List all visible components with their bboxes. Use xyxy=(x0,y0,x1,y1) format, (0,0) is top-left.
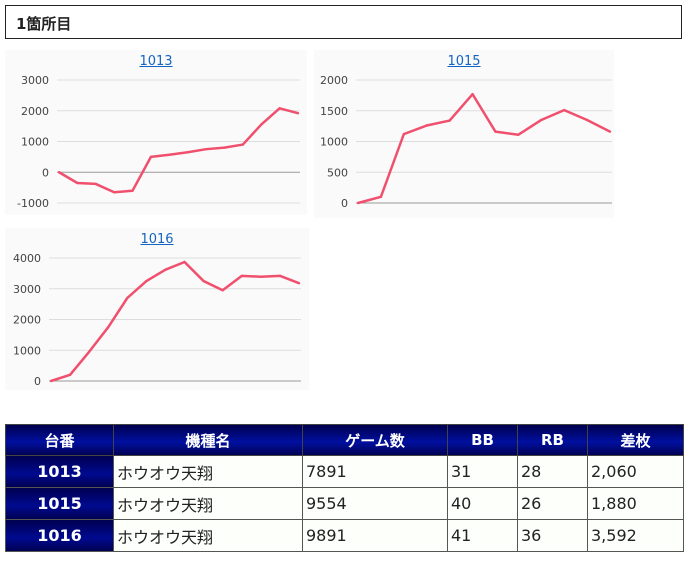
chart-title-link[interactable]: 1016 xyxy=(140,232,174,247)
data-point xyxy=(517,133,520,136)
chart-1015: 1015 2000 1500 1000 500 0 xyxy=(314,50,614,218)
rb-cell: 36 xyxy=(517,519,588,552)
chart-1013: 1013 3000 2000 1000 0 -1000 xyxy=(5,50,307,215)
data-point xyxy=(278,274,282,278)
column-header: RB xyxy=(517,424,588,456)
section-title: 1箇所目 xyxy=(16,15,72,33)
chart-title-link[interactable]: 1015 xyxy=(447,54,481,69)
game-count-cell: 9891 xyxy=(302,519,448,552)
machine-model-cell: ホウオウ天翔 xyxy=(113,487,303,520)
data-point xyxy=(260,123,263,126)
y-tick-label: 2000 xyxy=(21,105,49,118)
y-tick-label: 1000 xyxy=(21,136,49,149)
table-row: 1015 ホウオウ天翔 9554 40 26 1,880 xyxy=(5,487,684,520)
data-point xyxy=(259,275,263,278)
data-point xyxy=(608,130,612,133)
data-point xyxy=(126,296,129,300)
data-point xyxy=(202,279,205,283)
data-point xyxy=(241,143,245,146)
data-point xyxy=(379,195,383,199)
section-header: 1箇所目 xyxy=(5,5,682,39)
table-row: 1013 ホウオウ天翔 7891 31 28 2,060 xyxy=(5,455,684,488)
rb-cell: 28 xyxy=(517,455,588,488)
data-point xyxy=(297,282,301,285)
y-tick-label: 0 xyxy=(34,375,41,388)
y-tick-label: 1000 xyxy=(13,344,41,357)
column-header: ゲーム数 xyxy=(302,424,448,456)
data-point xyxy=(448,119,451,122)
bb-cell: 40 xyxy=(447,487,518,520)
data-point xyxy=(471,92,474,96)
data-point xyxy=(278,107,281,110)
machine-number-cell: 1013 xyxy=(5,455,114,488)
table-header-row: 台番 機種名 ゲーム数 BB RB 差枚 xyxy=(5,424,684,456)
y-tick-label: 1000 xyxy=(320,136,348,149)
y-tick-label: 3000 xyxy=(21,74,49,87)
chart-1016: 1016 4000 3000 2000 1000 0 xyxy=(5,228,309,390)
data-point xyxy=(68,373,72,377)
chart-title-link[interactable]: 1013 xyxy=(139,54,173,69)
chart-svg: 3000 2000 1000 0 -1000 xyxy=(17,74,300,210)
data-point xyxy=(186,151,189,154)
y-tick-label: 1500 xyxy=(320,105,348,118)
data-point xyxy=(145,279,148,283)
machine-model-cell: ホウオウ天翔 xyxy=(113,519,303,552)
data-point xyxy=(562,108,566,112)
bb-cell: 41 xyxy=(447,519,518,552)
series-line xyxy=(50,260,300,383)
data-point xyxy=(76,181,79,185)
data-point xyxy=(402,132,406,136)
game-count-cell: 9554 xyxy=(302,487,448,520)
data-point xyxy=(164,268,167,271)
data-point xyxy=(49,379,53,383)
y-tick-label: 0 xyxy=(42,166,49,179)
data-point xyxy=(94,182,97,186)
y-tick-label: 0 xyxy=(341,197,348,210)
data-point xyxy=(494,130,497,133)
machine-data-table: 台番 機種名 ゲーム数 BB RB 差枚 1013 ホウオウ天翔 7891 31… xyxy=(5,424,684,552)
difference-cell: 1,880 xyxy=(587,487,684,520)
y-tick-label: -1000 xyxy=(17,197,49,210)
data-point xyxy=(183,260,186,264)
series-line xyxy=(58,107,299,194)
y-tick-label: 500 xyxy=(327,166,348,179)
data-point xyxy=(240,274,243,278)
data-point xyxy=(87,350,91,353)
series-line xyxy=(357,92,611,205)
data-point xyxy=(57,171,61,174)
data-point xyxy=(356,201,360,205)
data-point xyxy=(204,147,208,151)
data-point xyxy=(107,325,110,329)
data-point xyxy=(112,191,116,194)
y-tick-label: 2000 xyxy=(13,314,41,327)
column-header: 機種名 xyxy=(113,424,303,456)
chart-svg: 2000 1500 1000 500 0 xyxy=(320,74,612,210)
data-point xyxy=(221,289,224,292)
difference-cell: 2,060 xyxy=(587,455,684,488)
data-point xyxy=(425,124,428,127)
data-point xyxy=(131,189,134,192)
y-tick-label: 2000 xyxy=(320,74,348,87)
data-point xyxy=(223,146,226,149)
y-tick-label: 4000 xyxy=(13,252,41,265)
table-row: 1016 ホウオウ天翔 9891 41 36 3,592 xyxy=(5,519,684,552)
data-point xyxy=(296,112,300,115)
game-count-cell: 7891 xyxy=(302,455,448,488)
data-point xyxy=(540,118,543,122)
bb-cell: 31 xyxy=(447,455,518,488)
difference-cell: 3,592 xyxy=(587,519,684,552)
column-header: 台番 xyxy=(5,424,114,456)
column-header: 差枚 xyxy=(587,424,684,456)
machine-number-cell: 1016 xyxy=(5,519,114,552)
machine-model-cell: ホウオウ天翔 xyxy=(113,455,303,488)
y-tick-label: 3000 xyxy=(13,283,41,296)
data-point xyxy=(149,155,153,159)
chart-svg: 4000 3000 2000 1000 0 xyxy=(13,252,301,388)
machine-number-cell: 1015 xyxy=(5,487,114,520)
data-point xyxy=(585,118,589,122)
data-point xyxy=(168,153,171,156)
column-header: BB xyxy=(447,424,518,456)
rb-cell: 26 xyxy=(517,487,588,520)
